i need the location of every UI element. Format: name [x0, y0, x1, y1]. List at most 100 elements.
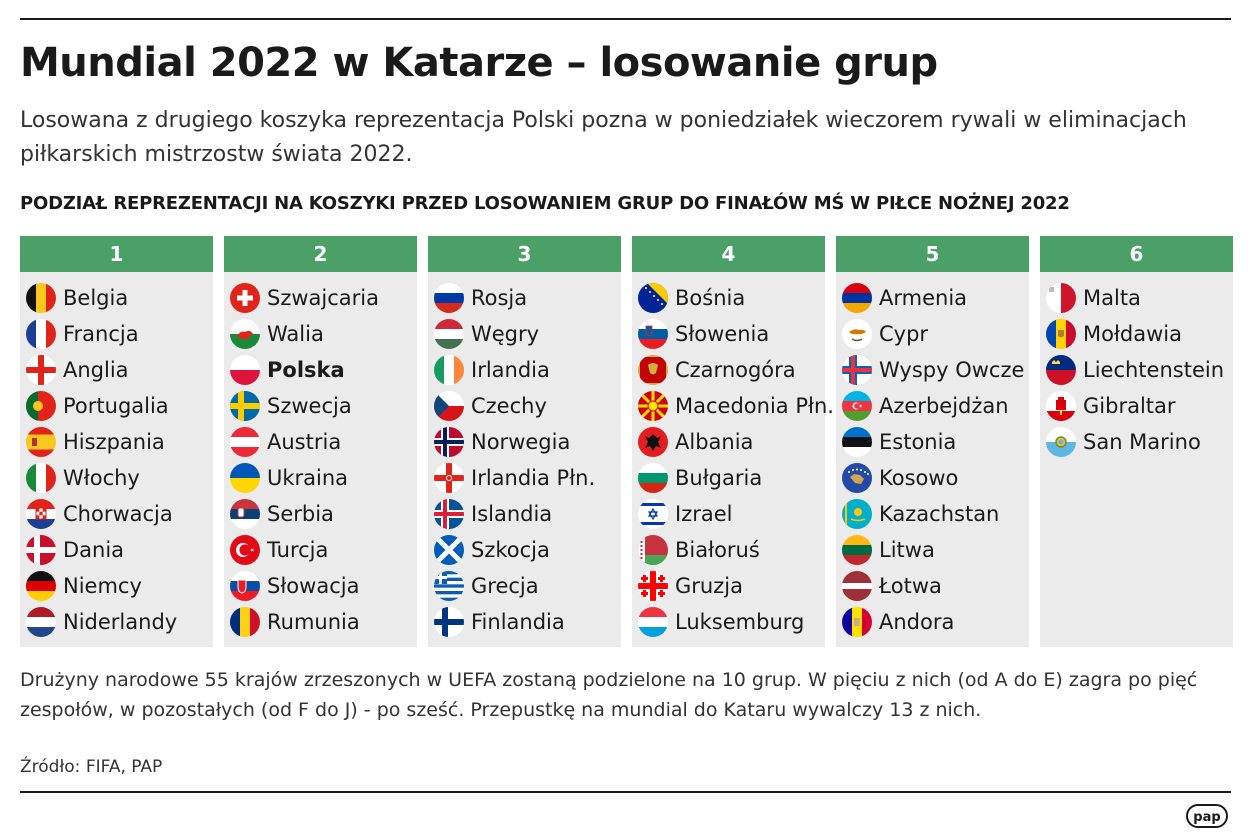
team-item: Kazachstan — [842, 496, 1029, 532]
team-item: Andora — [842, 604, 1029, 640]
team-item: Gibraltar — [1046, 388, 1233, 424]
pot-column-4: 4 Bośnia Słowenia Czarnogóra Macedonia Płn. A… — [632, 236, 834, 647]
wales-flag-icon — [230, 319, 260, 349]
team-item: Rosja — [434, 280, 621, 316]
team-item: Słowacja — [230, 568, 417, 604]
team-name: Austria — [267, 430, 342, 454]
team-name: Francja — [63, 322, 139, 346]
team-name: Wyspy Owcze — [879, 358, 1025, 382]
team-name: Szkocja — [471, 538, 550, 562]
source-note: Źródło: FIFA, PAP — [20, 757, 163, 777]
croatia-flag-icon — [26, 499, 56, 529]
romania-flag-icon — [230, 607, 260, 637]
team-name: Luksemburg — [675, 610, 805, 634]
footnote: Drużyny narodowe 55 krajów zrzeszonych w… — [20, 669, 1198, 721]
lithuania-flag-icon — [842, 535, 872, 565]
andorra-flag-icon — [842, 607, 872, 637]
team-name: Armenia — [879, 286, 968, 310]
france-flag-icon — [26, 319, 56, 349]
team-item: Hiszpania — [26, 424, 213, 460]
team-item: Wyspy Owcze — [842, 352, 1029, 388]
team-name: Irlandia — [471, 358, 550, 382]
team-item: Finlandia — [434, 604, 621, 640]
team-name: Estonia — [879, 430, 957, 454]
georgia-flag-icon — [638, 571, 668, 601]
spain-flag-icon — [26, 427, 56, 457]
netherlands-flag-icon — [26, 607, 56, 637]
team-name: Szwecja — [267, 394, 352, 418]
team-name: Bośnia — [675, 286, 746, 310]
team-item: Liechtenstein — [1046, 352, 1233, 388]
team-item: Irlandia Płn. — [434, 460, 621, 496]
team-name: Dania — [63, 538, 125, 562]
finland-flag-icon — [434, 607, 464, 637]
team-item: Szwajcaria — [230, 280, 417, 316]
team-list: Szwajcaria Walia Polska Szwecja Austria Ukrai… — [224, 272, 417, 640]
team-name: San Marino — [1083, 430, 1201, 454]
team-item: Łotwa — [842, 568, 1029, 604]
germany-flag-icon — [26, 571, 56, 601]
team-name: Turcja — [267, 538, 329, 562]
team-name: Rosja — [471, 286, 528, 310]
team-list: Rosja Węgry Irlandia Czechy Norwegia Irlandia… — [428, 272, 621, 640]
denmark-flag-icon — [26, 535, 56, 565]
page-title: Mundial 2022 w Katarze – losowanie grup — [20, 40, 938, 86]
team-item: Armenia — [842, 280, 1029, 316]
team-name: Islandia — [471, 502, 553, 526]
team-name: Portugalia — [63, 394, 169, 418]
pot-header: 2 — [224, 236, 417, 272]
team-item: Grecja — [434, 568, 621, 604]
pot-column-5: 5 Armenia Cypr Wyspy Owcze Azerbejdżan Estoni… — [836, 236, 1029, 647]
team-name: Malta — [1083, 286, 1141, 310]
team-item: Włochy — [26, 460, 213, 496]
team-item: Szkocja — [434, 532, 621, 568]
team-name: Irlandia Płn. — [471, 466, 596, 490]
team-name: Anglia — [63, 358, 129, 382]
team-item: Bośnia — [638, 280, 825, 316]
team-item: Niemcy — [26, 568, 213, 604]
pot-column-6: 6 Malta Mołdawia Liechtenstein Gibraltar San … — [1040, 236, 1233, 647]
team-item: Bułgaria — [638, 460, 825, 496]
norway-flag-icon — [434, 427, 464, 457]
team-item: Węgry — [434, 316, 621, 352]
cyprus-flag-icon — [842, 319, 872, 349]
team-name: Chorwacja — [63, 502, 173, 526]
albania-flag-icon — [638, 427, 668, 457]
pap-logo: pap — [1186, 804, 1228, 828]
israel-flag-icon — [638, 499, 668, 529]
team-name: Finlandia — [471, 610, 565, 634]
team-name: Azerbejdżan — [879, 394, 1009, 418]
team-item: Luksemburg — [638, 604, 825, 640]
russia-flag-icon — [434, 283, 464, 313]
team-name: Kosowo — [879, 466, 959, 490]
team-item: Czarnogóra — [638, 352, 825, 388]
team-name: Gruzja — [675, 574, 743, 598]
team-name: Norwegia — [471, 430, 571, 454]
team-name: Kazachstan — [879, 502, 1000, 526]
team-name: Czarnogóra — [675, 358, 796, 382]
hungary-flag-icon — [434, 319, 464, 349]
team-name: Izrael — [675, 502, 733, 526]
kosovo-flag-icon — [842, 463, 872, 493]
armenia-flag-icon — [842, 283, 872, 313]
northern-ireland-flag-icon — [434, 463, 464, 493]
estonia-flag-icon — [842, 427, 872, 457]
azerbaijan-flag-icon — [842, 391, 872, 421]
slovenia-flag-icon — [638, 319, 668, 349]
team-name: Gibraltar — [1083, 394, 1176, 418]
team-name: Rumunia — [267, 610, 360, 634]
kazakhstan-flag-icon — [842, 499, 872, 529]
team-item: Słowenia — [638, 316, 825, 352]
iceland-flag-icon — [434, 499, 464, 529]
team-name: Ukraina — [267, 466, 349, 490]
team-name: Walia — [267, 322, 324, 346]
team-name: Hiszpania — [63, 430, 165, 454]
team-item: Białoruś — [638, 532, 825, 568]
team-item: Malta — [1046, 280, 1233, 316]
team-name: Słowenia — [675, 322, 770, 346]
ukraine-flag-icon — [230, 463, 260, 493]
team-item: Mołdawia — [1046, 316, 1233, 352]
bosnia-flag-icon — [638, 283, 668, 313]
scotland-flag-icon — [434, 535, 464, 565]
team-item: Ukraina — [230, 460, 417, 496]
